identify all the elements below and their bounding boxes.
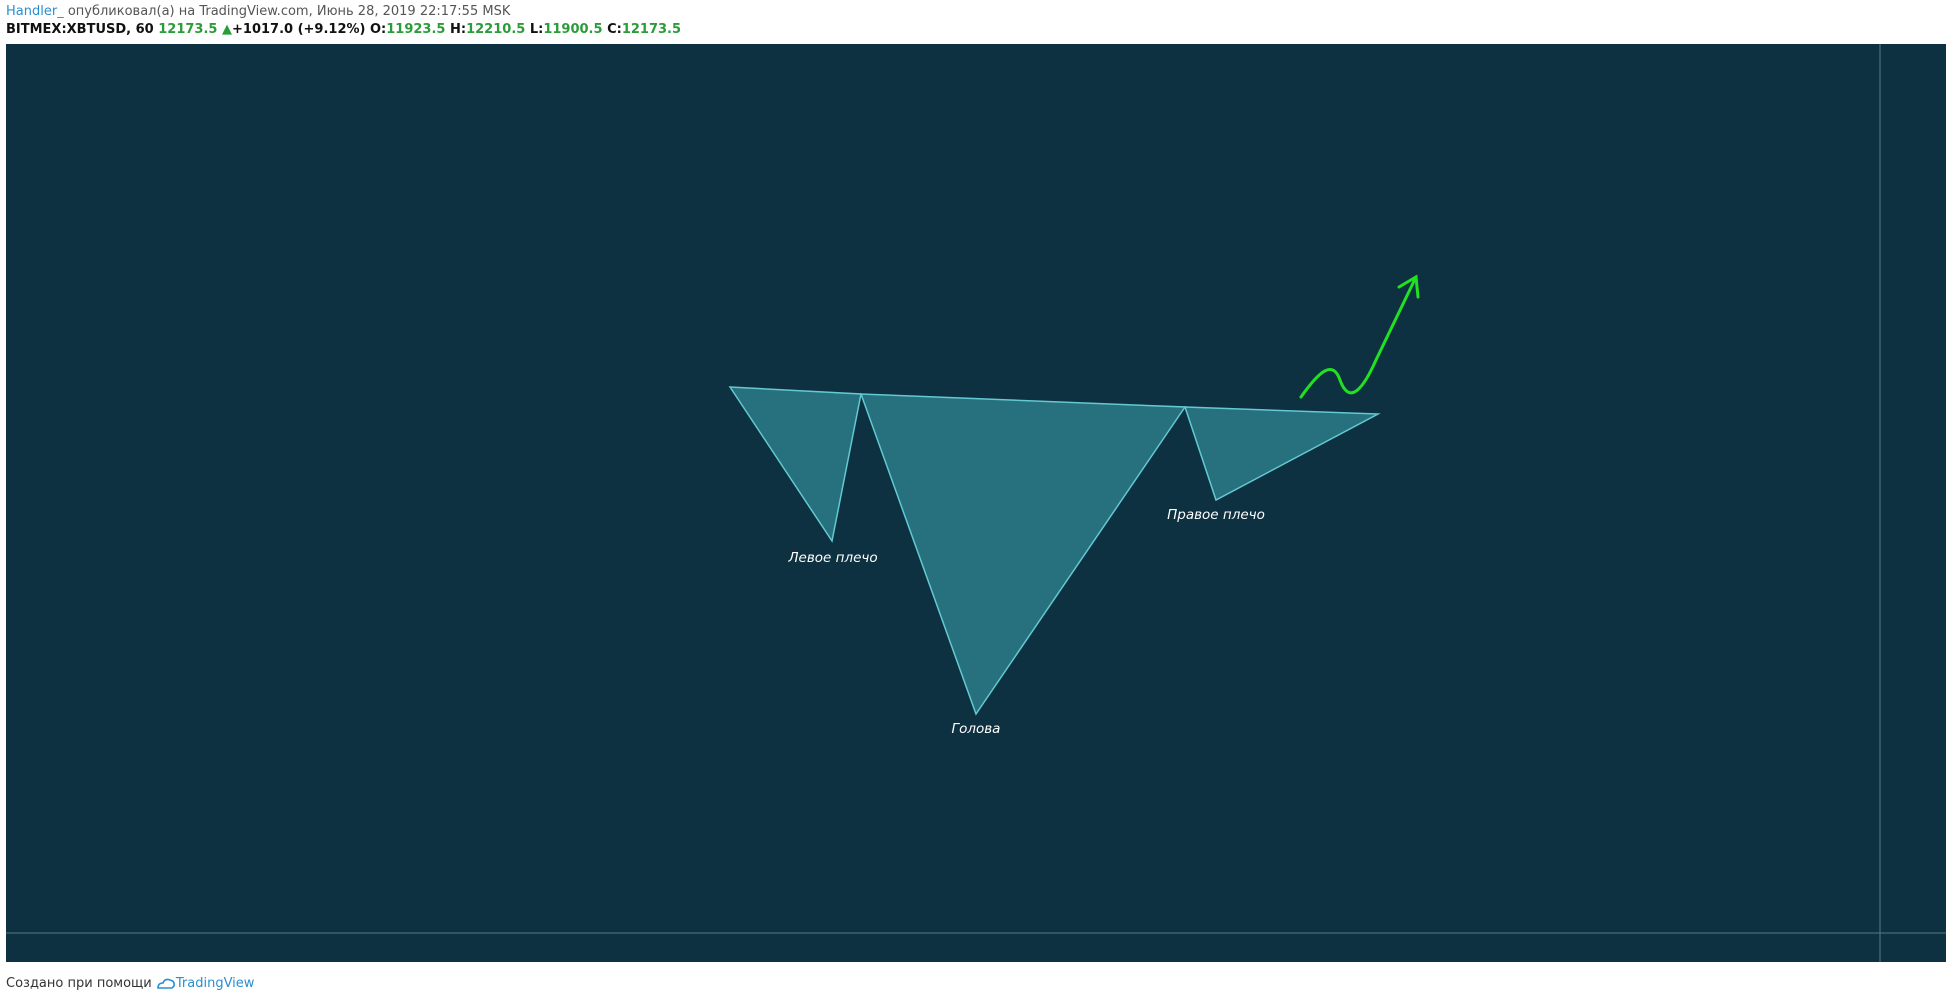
arrow bbox=[1299, 274, 1420, 399]
change: +1017.0 (+9.12%) bbox=[232, 22, 366, 37]
symbol-line: BITMEX:XBTUSD, 60 12173.5 ▲+1017.0 (+9.1… bbox=[6, 22, 681, 37]
annotation: Голова bbox=[952, 721, 1001, 737]
footer-text: Создано при помощи bbox=[6, 976, 152, 991]
author[interactable]: Handler_ bbox=[6, 4, 64, 19]
head bbox=[859, 393, 1187, 716]
last: 12173.5 bbox=[158, 22, 218, 37]
l-label: L: bbox=[529, 22, 544, 37]
h-value: 12210.5 bbox=[466, 22, 526, 37]
o-label: O: bbox=[370, 22, 387, 37]
footer: Создано при помощи TradingView bbox=[6, 976, 254, 991]
arrow-path bbox=[1299, 275, 1418, 399]
h-label: H: bbox=[450, 22, 467, 37]
c-value: 12173.5 bbox=[621, 22, 682, 37]
publish-line: Handler_ опубликовал(а) на TradingView.c… bbox=[6, 4, 510, 19]
change-arrow: ▲ bbox=[222, 22, 232, 37]
l-value: 11900.5 bbox=[543, 22, 603, 37]
c-label: C: bbox=[607, 22, 622, 37]
logo bbox=[157, 978, 175, 989]
symbol: BITMEX:XBTUSD, 60 bbox=[6, 22, 154, 37]
annotation: Правое плечо bbox=[1167, 507, 1265, 523]
arrow-head bbox=[1397, 274, 1420, 299]
published: опубликовал(а) на TradingView.com, Июнь … bbox=[67, 4, 511, 19]
o-value: 11923.5 bbox=[386, 22, 446, 37]
right-shoulder bbox=[1183, 406, 1381, 502]
footer-brand[interactable]: TradingView bbox=[175, 976, 255, 991]
chart-background bbox=[6, 44, 1946, 962]
annotation: Левое плечо bbox=[787, 550, 877, 566]
left-shoulder bbox=[728, 386, 862, 543]
pattern bbox=[728, 386, 1381, 716]
